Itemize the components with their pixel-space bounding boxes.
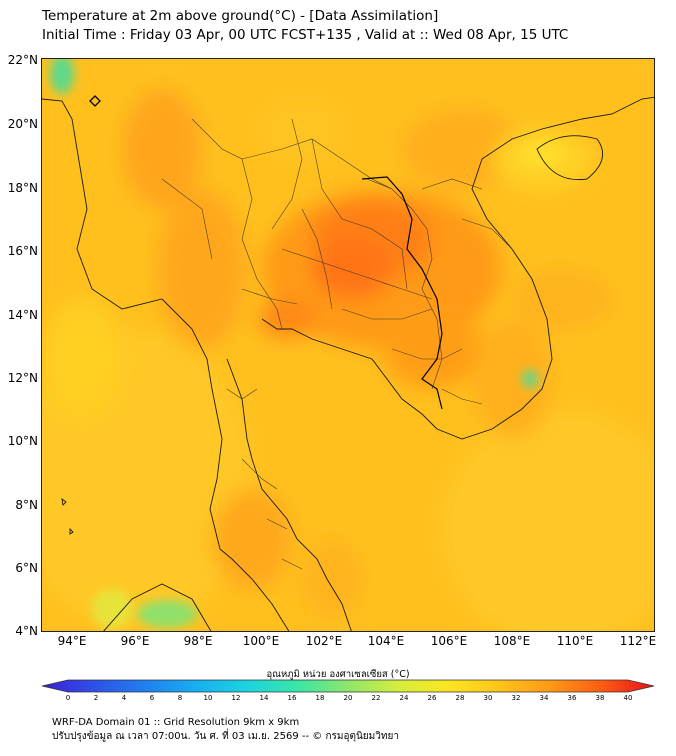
lon-tick-label: 94°E [57, 634, 87, 648]
lon-tick-label: 112°E [619, 634, 657, 648]
colorbar-tick-label: 18 [315, 694, 325, 702]
lat-tick-label: 6°N [15, 561, 38, 575]
colorbar [41, 679, 655, 693]
colorbar-tick-label: 14 [259, 694, 269, 702]
colorbar-tick-label: 20 [343, 694, 353, 702]
colorbar-tick-label: 34 [539, 694, 549, 702]
temperature-map [41, 58, 655, 632]
coastlines [42, 96, 654, 631]
colorbar-tick-label: 16 [287, 694, 297, 702]
lat-tick-label: 4°N [15, 624, 38, 638]
map-canvas [42, 59, 654, 631]
colorbar-tick-label: 40 [623, 694, 633, 702]
colorbar-tick-label: 2 [93, 694, 99, 702]
lat-tick-label: 20°N [7, 117, 38, 131]
contour-line [361, 176, 443, 410]
colorbar-ramp [41, 679, 655, 693]
lon-tick-label: 98°E [183, 634, 213, 648]
lat-tick-label: 22°N [7, 53, 38, 67]
lat-tick-label: 18°N [7, 181, 38, 195]
lon-tick-label: 110°E [556, 634, 594, 648]
footer-line-1: WRF-DA Domain 01 :: Grid Resolution 9km … [52, 717, 300, 728]
colorbar-tick-label: 24 [399, 694, 409, 702]
colorbar-tick-label: 0 [65, 694, 71, 702]
colorbar-tick-label: 32 [511, 694, 521, 702]
map-title: Temperature at 2m above ground(°C) - [Da… [42, 7, 568, 45]
colorbar-tick-label: 8 [177, 694, 183, 702]
title-line-1: Temperature at 2m above ground(°C) - [Da… [42, 8, 439, 24]
footer: WRF-DA Domain 01 :: Grid Resolution 9km … [52, 716, 399, 744]
lat-tick-label: 10°N [7, 434, 38, 448]
province-borders [161, 118, 513, 570]
lon-tick-label: 96°E [120, 634, 150, 648]
colorbar-tick-label: 30 [483, 694, 493, 702]
title-line-2: Initial Time : Friday 03 Apr, 00 UTC FCS… [42, 27, 569, 43]
cool-spots [50, 59, 564, 629]
colorbar-tick-label: 36 [567, 694, 577, 702]
colorbar-tick-label: 28 [455, 694, 465, 702]
colorbar-tick-label: 12 [231, 694, 241, 702]
colorbar-tick-label: 22 [371, 694, 381, 702]
footer-line-2: ปรับปรุงข้อมูล ณ เวลา 07:00น. วัน ศ. ที่… [52, 731, 399, 742]
lon-tick-label: 108°E [493, 634, 531, 648]
lon-tick-label: 100°E [242, 634, 280, 648]
colorbar-tick-label: 4 [121, 694, 127, 702]
lon-tick-label: 106°E [430, 634, 468, 648]
lon-tick-label: 104°E [367, 634, 405, 648]
lat-tick-label: 14°N [7, 308, 38, 322]
temperature-shading [42, 59, 654, 631]
lon-tick-label: 102°E [305, 634, 343, 648]
station-marker-icon [89, 95, 101, 107]
colorbar-tick-label: 26 [427, 694, 437, 702]
colorbar-label: อุณหภูมิ หน่วย องศาเซลเซียส (°C) [266, 669, 410, 680]
colorbar-tick-label: 38 [595, 694, 605, 702]
colorbar-tick-label: 10 [203, 694, 213, 702]
lat-tick-label: 8°N [15, 498, 38, 512]
colorbar-tick-label: 6 [149, 694, 155, 702]
lat-tick-label: 12°N [7, 371, 38, 385]
lat-tick-label: 16°N [7, 244, 38, 258]
